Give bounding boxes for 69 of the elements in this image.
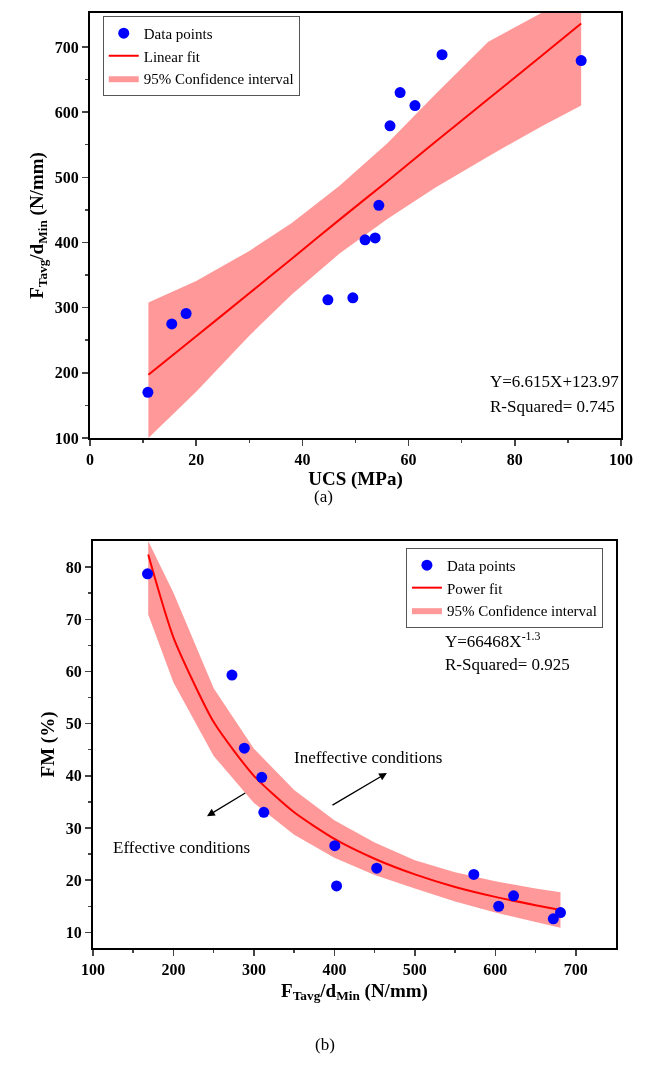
point [359,234,371,246]
x-tick-label: 500 [402,961,427,979]
point [226,669,238,681]
point [322,294,334,306]
point [256,771,268,783]
y-tick-label: 300 [54,299,79,317]
legend-label: Linear fit [143,48,201,65]
x-tick-label: 600 [483,961,508,979]
point [373,199,385,211]
y-tick-label: 700 [54,38,79,56]
point [547,913,559,925]
annotation: Ineffective conditions [294,748,443,767]
y-tick-label: 200 [54,364,79,382]
legend-label: Data points [446,558,516,575]
point [508,890,520,902]
annotation: Y=66468X$^{-1.3}$ [445,629,541,652]
x-tick-label: 0 [86,451,94,469]
point [436,49,448,61]
y-tick-label: 100 [54,429,79,447]
annotation: R-Squared= 0.745 [490,397,615,416]
x-tick-label: 80 [506,451,523,469]
y-axis-title: FM (%) [37,711,60,778]
point [331,880,343,892]
point [369,232,381,244]
point [180,308,192,319]
annotation: 95% Confidence interval [143,71,294,88]
point [384,120,396,132]
y-tick-label: 70 [65,610,82,628]
text: (b) [315,1035,335,1054]
point [258,806,270,818]
x-tick-label: 60 [400,451,417,469]
y-tick-label: 60 [65,663,82,681]
y-tick-label: 20 [65,871,82,889]
x-tick-label: 40 [294,451,311,469]
point [468,868,480,880]
point [166,318,178,330]
y-tick-label: 50 [65,715,82,733]
point [575,55,587,67]
y-tick-label: 10 [65,923,82,941]
y-tick-label: 40 [65,767,82,785]
y-tick-label: 500 [54,168,79,186]
x-tick-label: 400 [322,961,347,979]
point [371,862,383,874]
legend-label: Data points [143,26,213,43]
point [409,100,421,112]
point [142,386,154,398]
point [394,87,406,99]
point [142,568,154,580]
x-axis-title: F$_{Tavg}$/d$_{Min}$ (N/mm) [281,979,428,1004]
point [329,840,341,852]
x-tick-label: 300 [241,961,266,979]
x-tick-label: 100 [81,961,105,979]
y-tick-label: 80 [65,558,82,576]
y-tick-label: 600 [54,103,79,121]
point [347,292,359,304]
point [493,900,505,912]
x-tick-label: 20 [188,451,205,469]
x-tick-label: 200 [161,961,186,979]
legend-label: Power fit [446,580,504,597]
x-tick-label: 700 [563,961,588,979]
y-tick-label: 400 [54,234,79,252]
y-tick-label: 30 [65,819,82,837]
annotation: Effective conditions [113,838,251,857]
point [554,907,566,919]
annotation: 95% Confidence interval [446,603,597,620]
annotation: R-Squared= 0.925 [445,655,570,674]
point [238,742,250,754]
x-tick-label: 100 [609,451,633,469]
annotation: Y=6.615X+123.97 [490,372,620,391]
